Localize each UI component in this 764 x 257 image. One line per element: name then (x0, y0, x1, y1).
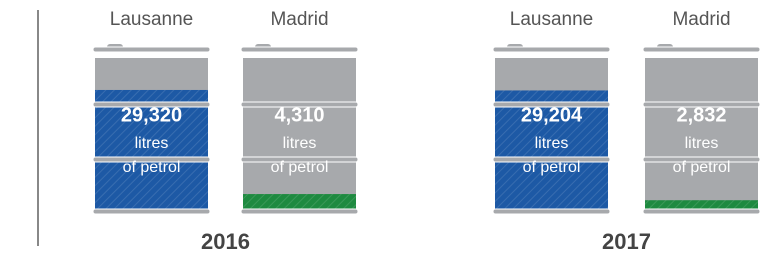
unit-label: litres (283, 135, 317, 152)
unit-label: litres (685, 135, 719, 152)
barrel-hoop (643, 209, 760, 214)
year-label: 2016 (201, 229, 250, 254)
unit-label: litres (135, 135, 169, 152)
unit-label: of petrol (673, 159, 731, 176)
barrel-hoop (93, 47, 210, 52)
barrel-label: Madrid (672, 9, 730, 30)
barrel-label: Madrid (270, 9, 328, 30)
unit-label: of petrol (523, 159, 581, 176)
barrel-hoop (643, 47, 760, 52)
value-label: 4,310 (274, 104, 324, 126)
value-label: 29,204 (521, 104, 583, 126)
year-label: 2017 (602, 229, 651, 254)
barrel-hoop (93, 209, 210, 214)
value-label: 29,320 (121, 104, 182, 126)
barrel-hoop (241, 47, 358, 52)
infographic: Lausanne 29,320 litres of petrol Madrid 4,310… (0, 0, 764, 257)
barrel-label: Lausanne (510, 9, 593, 30)
barrel-label: Lausanne (110, 9, 193, 30)
unit-label: litres (535, 135, 569, 152)
unit-label: of petrol (271, 159, 329, 176)
value-label: 2,832 (676, 104, 726, 126)
barrel-hoop (493, 209, 610, 214)
barrel-hoop (493, 47, 610, 52)
barrel-hoop (241, 209, 358, 214)
unit-label: of petrol (123, 159, 181, 176)
